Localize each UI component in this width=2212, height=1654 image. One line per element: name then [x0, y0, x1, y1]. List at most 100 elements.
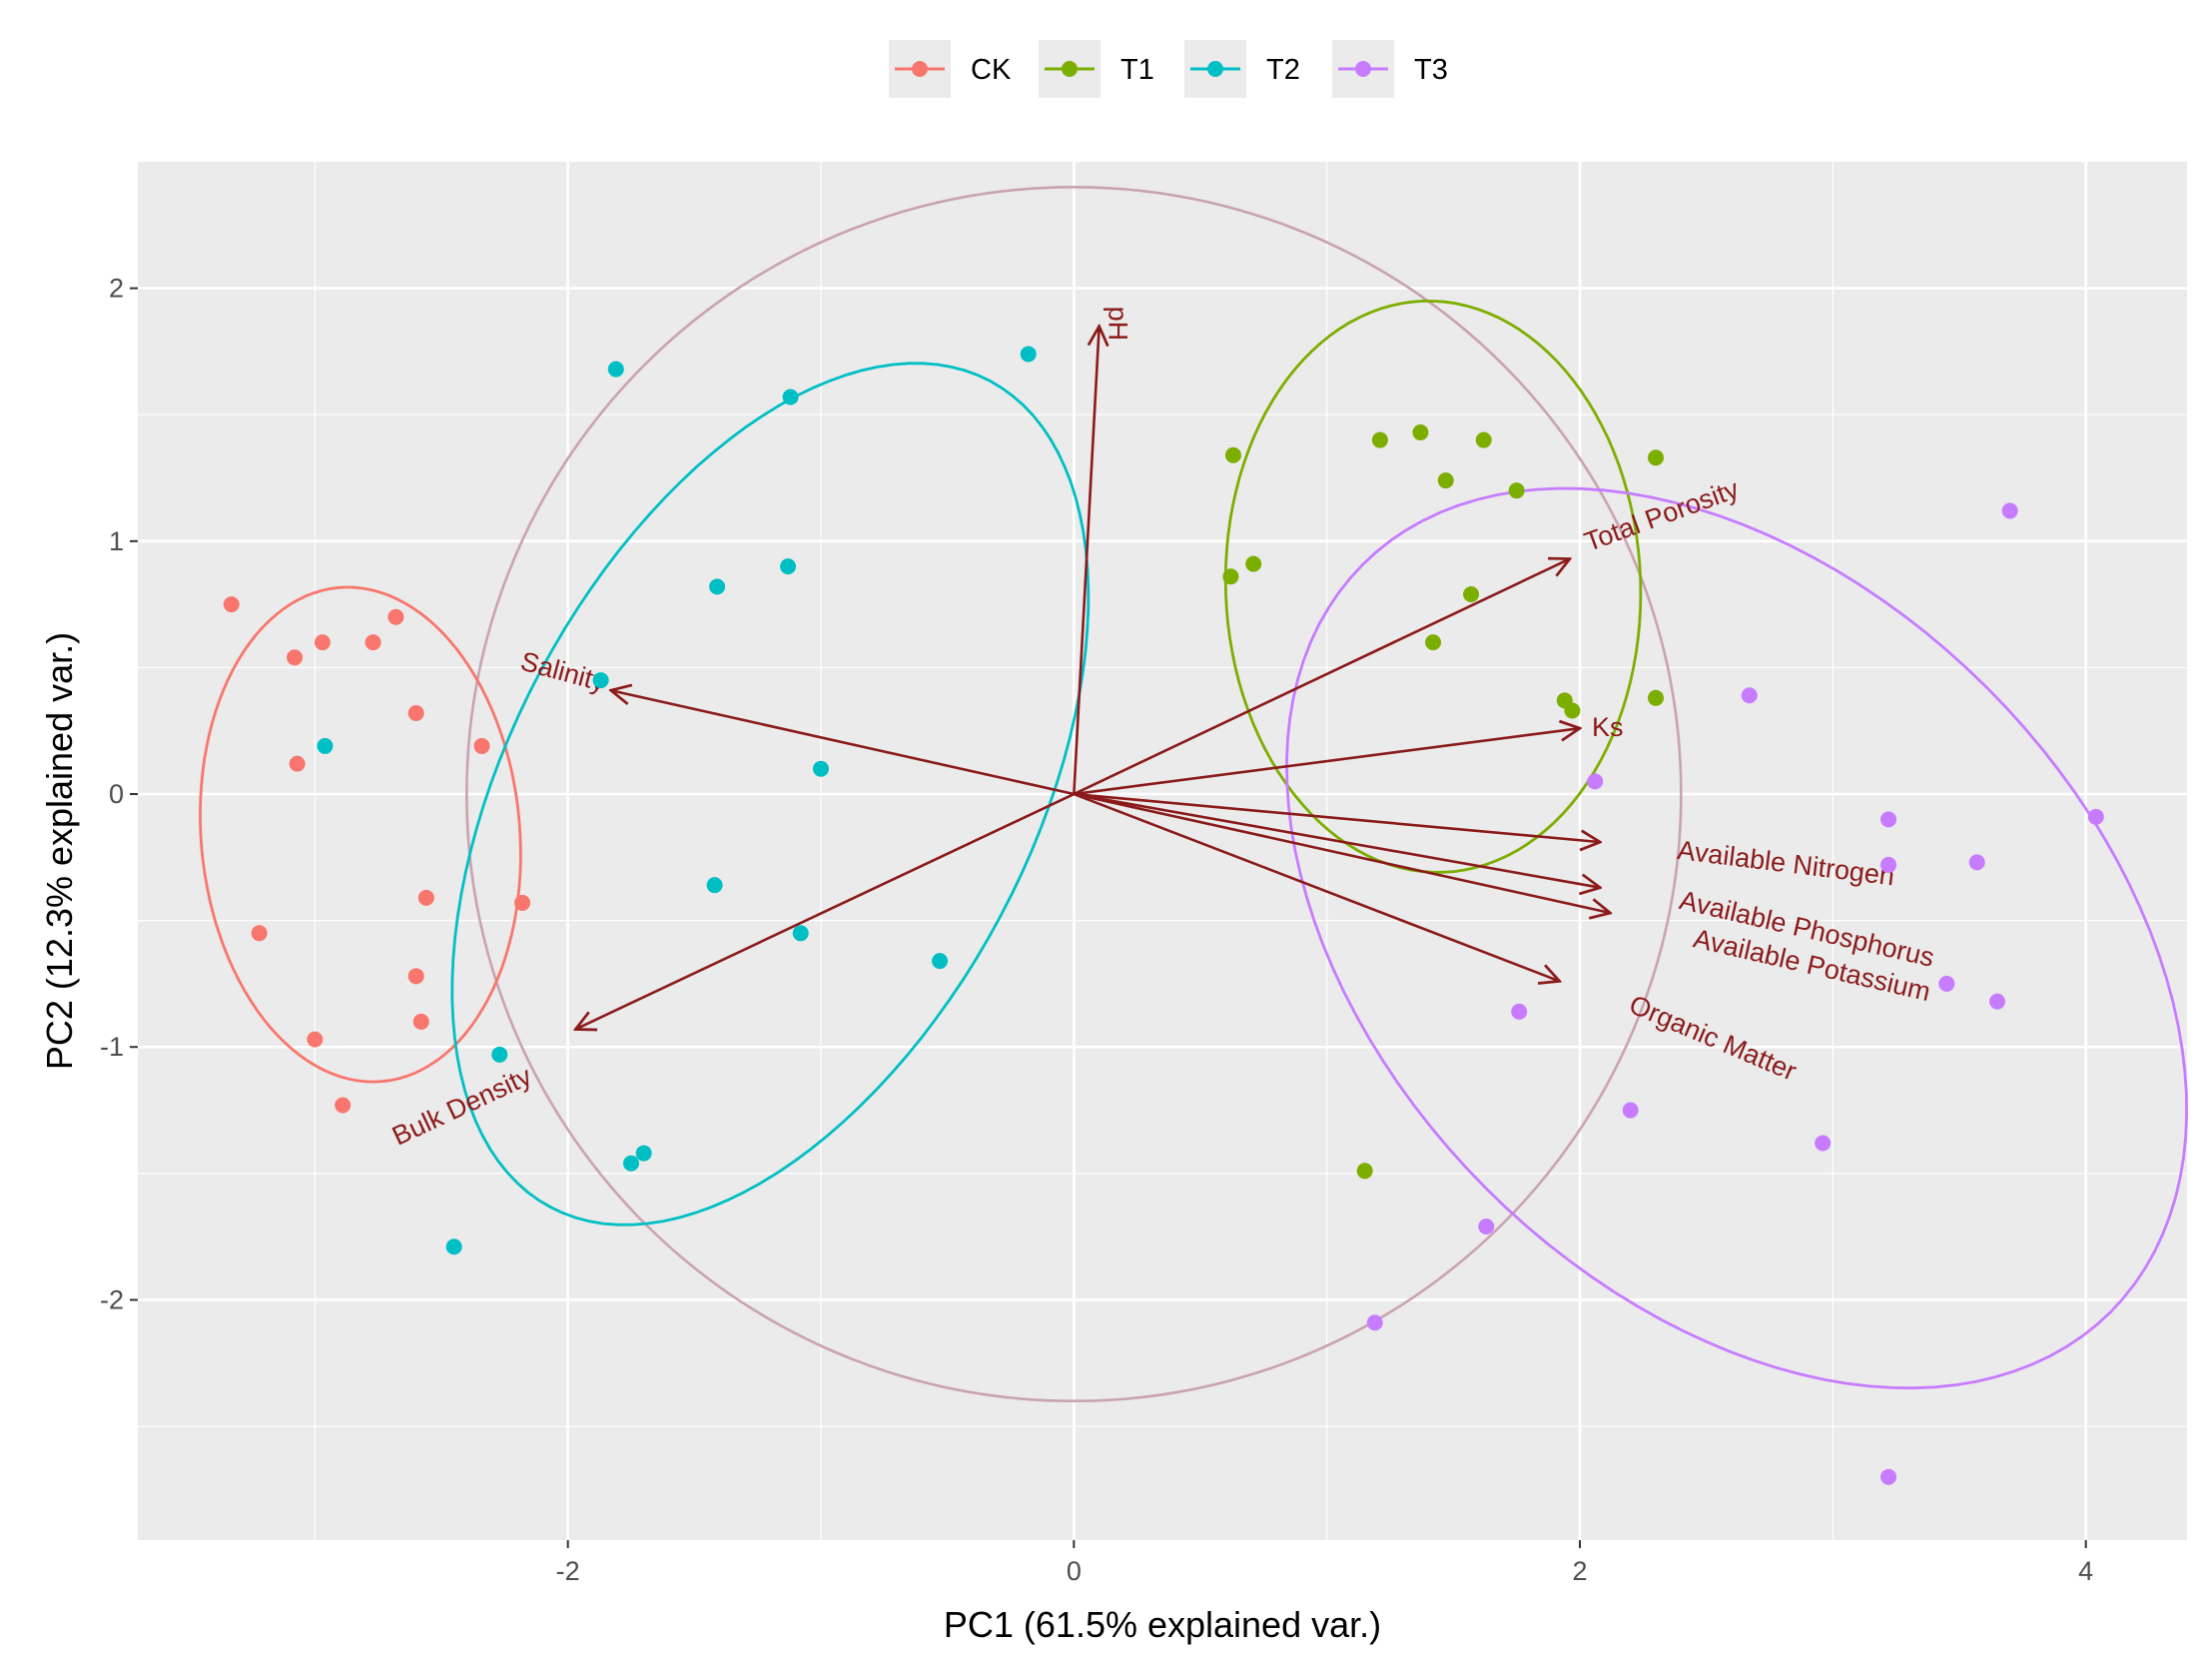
- legend-item-t3[interactable]: T3: [1332, 40, 1448, 98]
- point-t2: [317, 737, 334, 754]
- x-tick-label: -2: [556, 1556, 580, 1586]
- point-t3: [1968, 854, 1985, 871]
- point-t2: [491, 1046, 508, 1063]
- data-points: [223, 346, 2104, 1485]
- loadings-circle: [465, 186, 1683, 1403]
- point-ck: [287, 649, 304, 666]
- point-t2: [635, 1145, 652, 1162]
- loadings-circle-layer: [465, 186, 1683, 1403]
- loading-label-ph: pH: [1104, 307, 1133, 342]
- loading-arrow-ks: [1074, 728, 1580, 796]
- x-tick-label: 4: [2078, 1556, 2093, 1586]
- y-axis-title: PC2 (12.3% explained var.): [39, 632, 80, 1070]
- point-t1: [1412, 423, 1429, 440]
- point-t2: [445, 1239, 462, 1255]
- legend: CK T1 T2 T3: [889, 40, 1448, 98]
- legend-point-t3: [1355, 61, 1371, 77]
- loading-arrow-bulk-density: [575, 792, 1075, 1029]
- ellipse-ck: [199, 585, 522, 1084]
- point-t3: [1880, 1468, 1897, 1485]
- ellipse-t1: [1223, 299, 1643, 874]
- point-t1: [1222, 568, 1239, 585]
- point-t1: [1437, 472, 1454, 489]
- point-t3: [1989, 993, 2005, 1010]
- legend-point-ck: [912, 61, 928, 77]
- axis-ticks: -2 0 2 4 -2 -1 0 1 2: [100, 274, 2093, 1586]
- ellipse-t3: [1285, 486, 2189, 1390]
- legend-item-t1[interactable]: T1: [1039, 40, 1154, 98]
- x-tick-label: 0: [1067, 1556, 1082, 1586]
- y-tick-label: 1: [109, 526, 124, 556]
- point-t3: [1741, 687, 1758, 704]
- x-axis-title: PC1 (61.5% explained var.): [944, 1604, 1381, 1645]
- loading-arrow-ph: [1073, 327, 1099, 795]
- y-tick-label: 2: [109, 274, 124, 304]
- point-t2: [709, 578, 726, 595]
- point-t1: [1648, 689, 1664, 706]
- point-t3: [1815, 1135, 1832, 1152]
- point-ck: [289, 755, 306, 772]
- point-t3: [2087, 808, 2104, 825]
- point-t2: [792, 925, 809, 942]
- point-ck: [407, 968, 424, 985]
- loading-arrow-organic-matter: [1073, 792, 1559, 981]
- legend-item-ck[interactable]: CK: [889, 40, 1012, 98]
- point-t2: [592, 672, 609, 689]
- point-ck: [223, 596, 240, 613]
- point-t1: [1508, 482, 1525, 499]
- point-t3: [1880, 856, 1897, 873]
- point-ck: [407, 705, 424, 721]
- point-t1: [1371, 431, 1388, 448]
- point-t1: [1475, 431, 1492, 448]
- point-t3: [1880, 811, 1897, 828]
- point-t1: [1564, 702, 1581, 719]
- point-ck: [387, 608, 404, 625]
- legend-label-ck: CK: [971, 54, 1012, 86]
- point-ck: [417, 889, 434, 906]
- loading-label-ks: Ks: [1592, 712, 1624, 742]
- point-t3: [1366, 1314, 1383, 1331]
- y-tick-label: -1: [100, 1032, 124, 1062]
- loading-arrow-salinity: [611, 690, 1075, 796]
- legend-label-t3: T3: [1414, 54, 1448, 86]
- point-ck: [251, 925, 268, 942]
- point-t2: [1020, 346, 1037, 363]
- point-ck: [314, 634, 331, 651]
- point-ck: [473, 737, 490, 754]
- point-t1: [1463, 585, 1480, 602]
- point-t3: [2001, 502, 2018, 519]
- point-ck: [335, 1097, 352, 1114]
- point-t1: [1425, 634, 1442, 651]
- point-t1: [1245, 555, 1262, 572]
- point-t1: [1356, 1163, 1373, 1180]
- plot-panel: [138, 162, 2187, 1540]
- legend-label-t1: T1: [1120, 54, 1154, 86]
- point-ck: [514, 894, 531, 911]
- point-t3: [1478, 1219, 1495, 1236]
- grid-lines: [138, 162, 2187, 1540]
- point-ck: [412, 1013, 429, 1030]
- point-t2: [782, 389, 799, 406]
- point-t2: [623, 1155, 639, 1172]
- legend-point-t2: [1207, 61, 1223, 77]
- y-tick-label: 0: [109, 779, 124, 809]
- point-t1: [1648, 449, 1664, 466]
- point-t1: [1224, 446, 1241, 463]
- loading-arrow-total-porosity: [1073, 559, 1570, 796]
- point-ck: [365, 634, 381, 651]
- point-t2: [607, 361, 624, 378]
- point-ck: [307, 1031, 324, 1048]
- loading-arrow-available-phosphorus: [1074, 792, 1600, 888]
- y-tick-label: -2: [100, 1284, 124, 1314]
- point-t3: [1622, 1102, 1639, 1119]
- point-t2: [932, 953, 949, 970]
- point-t3: [1511, 1003, 1528, 1020]
- point-t2: [706, 877, 723, 894]
- point-t2: [813, 760, 829, 777]
- legend-label-t2: T2: [1266, 54, 1300, 86]
- loading-arrow-available-potassium: [1074, 792, 1610, 913]
- loading-arrow-available-nitrogen: [1074, 792, 1600, 842]
- point-t2: [780, 558, 797, 575]
- legend-item-t2[interactable]: T2: [1184, 40, 1300, 98]
